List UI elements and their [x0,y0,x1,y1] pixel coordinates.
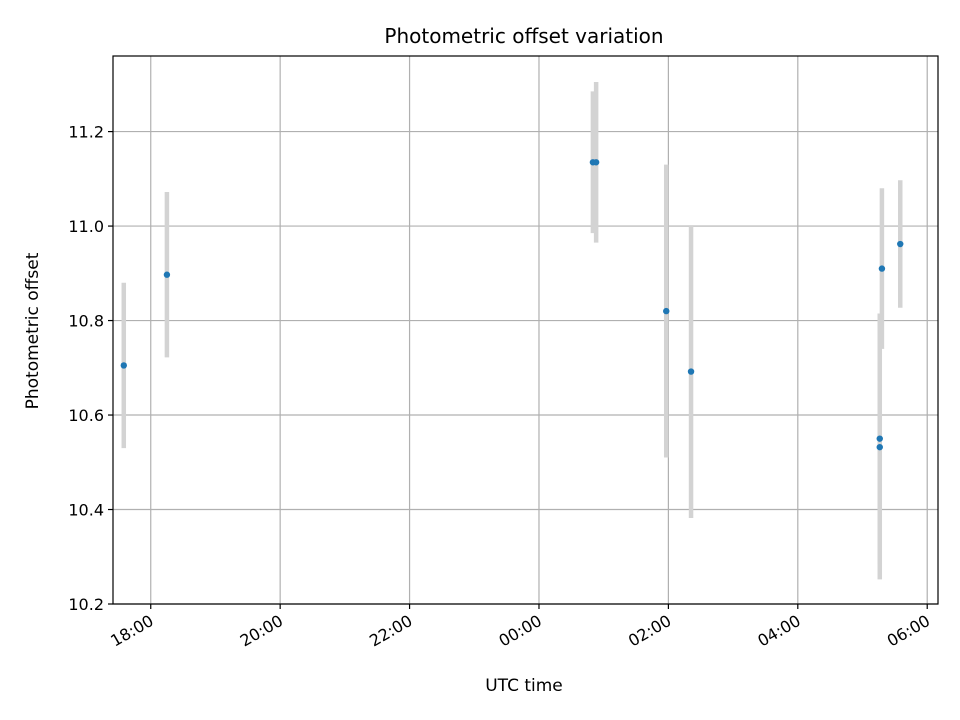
x-axis-label: UTC time [485,676,563,696]
y-tick-label: 11.0 [68,217,104,236]
y-tick-label: 10.2 [68,595,104,614]
data-point [897,240,904,248]
chart-title: Photometric offset variation [384,24,663,48]
y-tick-label: 10.8 [68,312,104,331]
data-point [163,271,171,278]
data-point [592,159,600,166]
data-point [876,443,883,451]
data-point [120,362,127,369]
data-point [687,368,695,375]
y-tick-label: 10.4 [68,501,104,520]
data-points [120,159,904,451]
y-axis-label: Photometric offset [23,252,43,409]
data-point [876,435,883,442]
y-tick-label: 10.6 [68,406,104,425]
data-point [878,265,886,272]
data-point [663,307,670,315]
y-tick-label: 11.2 [68,123,104,142]
plot-frame [112,55,939,605]
